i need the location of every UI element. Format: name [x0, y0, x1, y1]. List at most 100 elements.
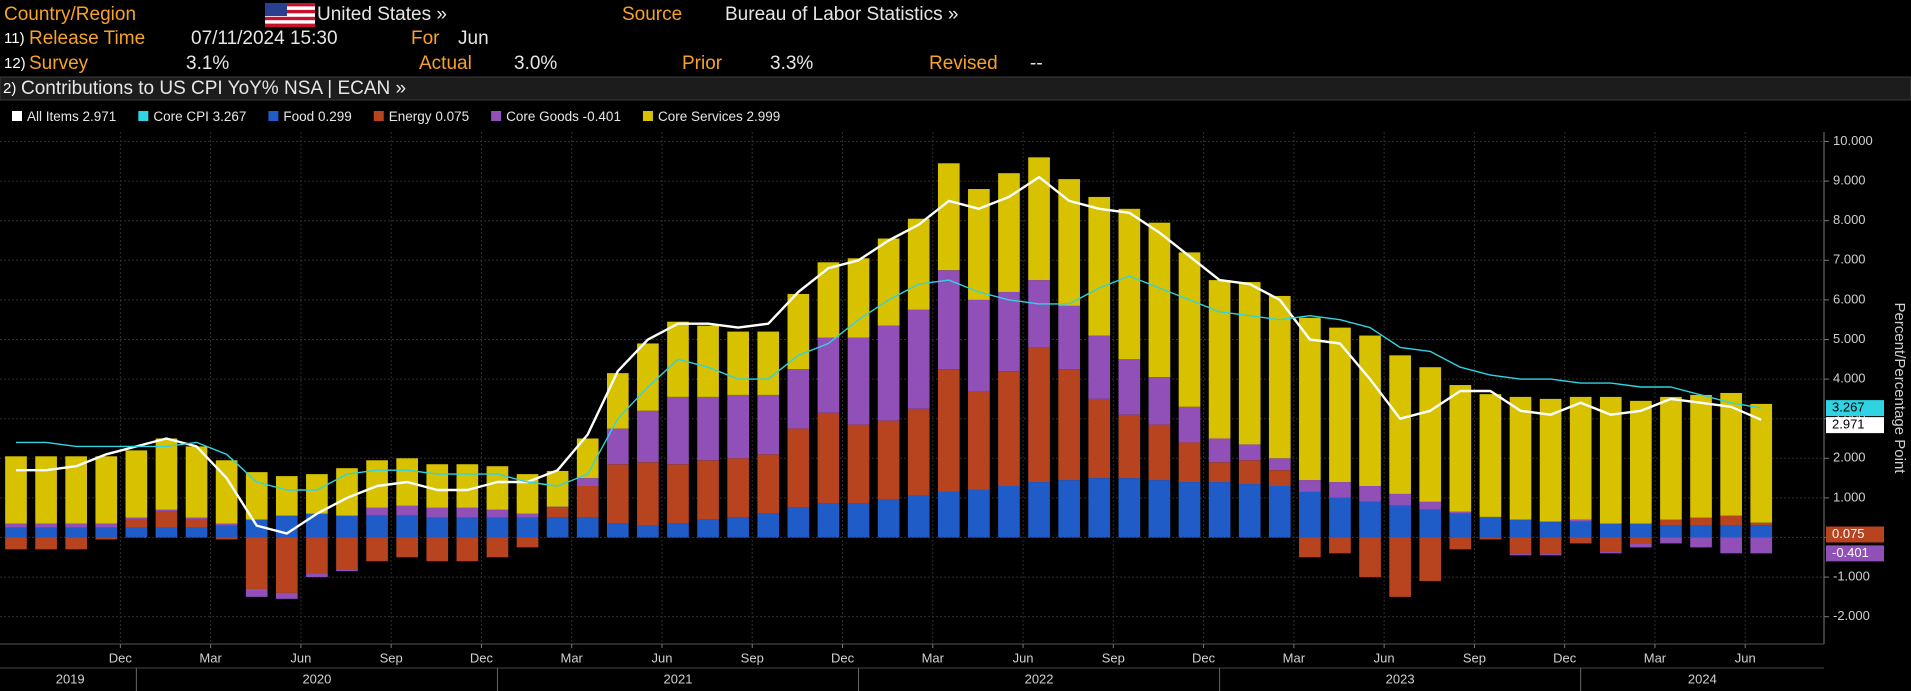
source[interactable]: Bureau of Labor Statistics »: [725, 4, 958, 25]
bar-segment: [95, 537, 118, 540]
end-label-box: [1826, 526, 1884, 543]
bar-segment: [1268, 470, 1291, 487]
bar-segment: [426, 507, 449, 518]
year-label: 2019: [56, 671, 85, 686]
legend-value: 2.971: [83, 109, 117, 124]
legend-entry: Energy 0.075: [389, 109, 469, 124]
bar-segment: [1148, 480, 1171, 538]
bar-segment: [456, 507, 479, 518]
bar-segment: [1359, 537, 1381, 578]
bar-segment: [1088, 478, 1111, 538]
bar-segment: [275, 592, 298, 599]
bar-segment: [1329, 497, 1351, 538]
bar-segment: [1720, 515, 1742, 526]
bar-segment: [1088, 398, 1111, 479]
x-tick-label: Jun: [1374, 650, 1395, 665]
bar-segment: [1630, 537, 1652, 544]
x-tick-label: Mar: [561, 650, 584, 665]
bar-segment: [1630, 543, 1652, 548]
bar-segment: [606, 464, 629, 524]
bar-segment: [5, 523, 27, 528]
chart-title[interactable]: Contributions to US CPI YoY% NSA | ECAN …: [21, 78, 406, 99]
x-tick-label: Mar: [922, 650, 945, 665]
bar-segment: [1359, 486, 1381, 502]
bar-segment: [847, 424, 870, 504]
release-label: Release Time: [29, 28, 145, 49]
legend-swatch: [138, 111, 149, 121]
x-tick-label: Jun: [290, 650, 311, 665]
bar-segment: [1449, 385, 1472, 512]
bar-segment: [667, 523, 689, 538]
bar-segment: [245, 588, 268, 597]
bar-segment: [1690, 517, 1712, 526]
bar-segment: [697, 325, 719, 397]
bar-segment: [1299, 480, 1321, 492]
bar-segment: [306, 537, 328, 574]
legend-value: 0.299: [318, 109, 352, 124]
bar-segment: [1268, 486, 1291, 538]
bar-segment: [1148, 222, 1171, 378]
end-label-box: [1826, 545, 1884, 562]
bar-segment: [1359, 335, 1381, 487]
bar-segment: [125, 450, 148, 518]
bar-segment: [877, 499, 900, 538]
bar-segment: [1389, 355, 1411, 494]
bar-segment: [516, 513, 539, 518]
bar-segment: [366, 507, 388, 516]
end-label: 2.971: [1832, 417, 1865, 432]
bar-segment: [1299, 537, 1321, 558]
bar-segment: [1178, 482, 1201, 538]
bar-segment: [1509, 553, 1532, 556]
bar-segment: [336, 537, 358, 570]
x-tick-label: Sep: [741, 650, 764, 665]
bar-segment: [1208, 462, 1231, 483]
end-label-box: [1826, 400, 1884, 417]
bar-segment: [1299, 317, 1321, 481]
bar-segment: [1449, 513, 1472, 538]
bar-segment: [606, 428, 629, 465]
bar-segment: [1660, 519, 1682, 526]
bar-segment: [968, 390, 990, 490]
for-value: Jun: [458, 28, 489, 49]
year-label: 2020: [302, 671, 331, 686]
bar-segment: [185, 519, 208, 528]
bar-segment: [1118, 414, 1141, 479]
bar-segment: [1599, 396, 1622, 524]
x-tick-label: Dec: [1192, 650, 1216, 665]
y-tick-label: 6.000: [1833, 291, 1866, 306]
bar-segment: [1148, 424, 1171, 481]
end-label: -0.401: [1832, 545, 1869, 560]
bar-segment: [1419, 509, 1442, 538]
bar-segment: [907, 218, 930, 310]
bar-segment: [1419, 501, 1442, 510]
legend-swatch: [12, 111, 22, 121]
bar-segment: [757, 513, 780, 538]
legend-entry: Core Goods -0.401: [506, 109, 621, 124]
bar-segment: [95, 527, 118, 538]
bar-segment: [1118, 478, 1141, 538]
legend-value: 0.075: [435, 109, 469, 124]
bar-segment: [907, 309, 930, 409]
bar-segment: [1509, 537, 1532, 554]
bar-segment: [65, 456, 88, 524]
bar-segment: [1359, 501, 1381, 538]
bar-segment: [1660, 537, 1682, 544]
legend-name: Energy: [389, 109, 432, 124]
bar-segment: [1479, 537, 1502, 540]
bar-segment: [5, 527, 27, 538]
bar-segment: [1419, 537, 1442, 582]
y-axis-title: Percent/Percentage Point: [1891, 303, 1908, 475]
country[interactable]: United States »: [317, 4, 447, 25]
bar-segment: [396, 515, 419, 538]
bar-segment: [1389, 493, 1411, 506]
bar-segment: [998, 173, 1020, 292]
bar-segment: [1449, 511, 1472, 514]
bar-segment: [667, 396, 689, 465]
bar-segment: [606, 523, 629, 538]
bar-segment: [637, 343, 659, 411]
bar-segment: [1028, 157, 1050, 281]
bar-segment: [516, 517, 539, 538]
bar-segment: [396, 505, 419, 516]
bar-segment: [1389, 505, 1411, 538]
bar-segment: [95, 523, 118, 528]
